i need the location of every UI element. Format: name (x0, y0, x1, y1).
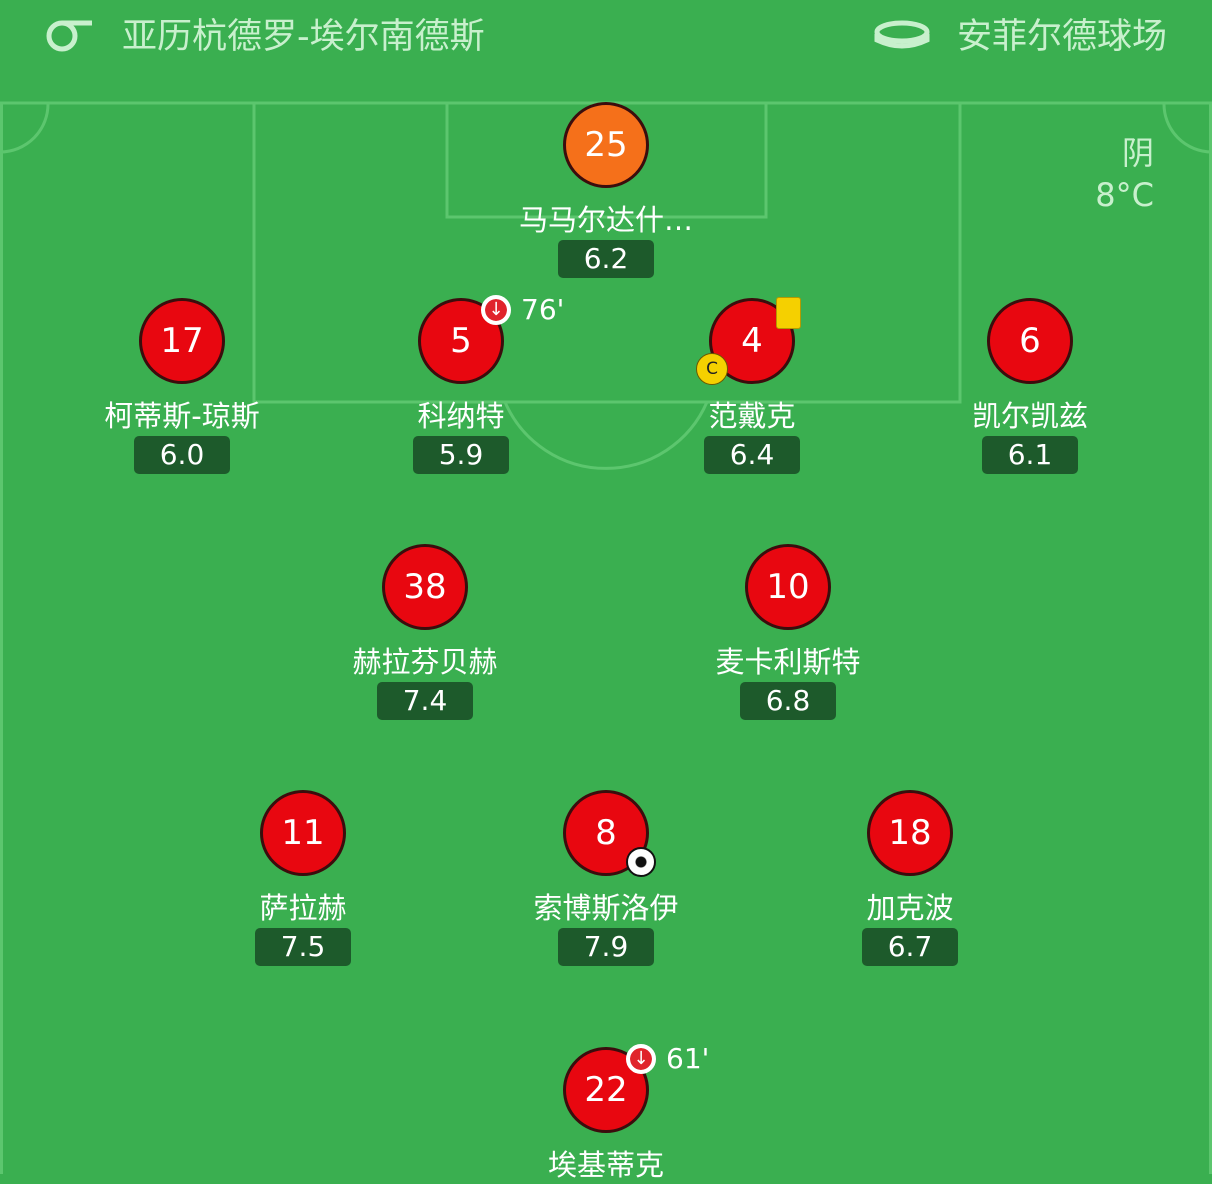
player-rating: 5.9 (413, 436, 509, 474)
player-name: 加克波 (866, 891, 954, 925)
player-name: 埃基蒂克 (547, 1148, 664, 1182)
player-name: 马马尔达什… (518, 203, 693, 237)
captain-badge: C (696, 353, 728, 385)
weather-condition: 阴 (1121, 134, 1154, 172)
player-rating: 6.0 (134, 436, 230, 474)
player-rating: 6.2 (558, 240, 654, 278)
player-number: 11 (260, 790, 346, 876)
sub-off-icon: ↓ (626, 1044, 656, 1074)
player-name: 凯尔凯兹 (971, 399, 1088, 433)
player-rating: 6.1 (982, 436, 1078, 474)
whistle-icon (46, 20, 92, 52)
yellow-card (776, 297, 801, 329)
player-rating: 6.8 (740, 682, 836, 720)
player-name: 赫拉芬贝赫 (352, 645, 498, 679)
player-number: 38 (382, 544, 468, 630)
player-name: 麦卡利斯特 (715, 645, 861, 679)
player-name: 柯蒂斯-琼斯 (104, 399, 260, 433)
sub-off-icon: ↓ (481, 295, 511, 325)
player-rating: 6.7 (862, 928, 958, 966)
stadium-icon (874, 20, 930, 49)
player-number: 6 (987, 298, 1073, 384)
goal-icon (626, 847, 656, 877)
player-number: 18 (867, 790, 953, 876)
sub-off-minute: 61' (666, 1042, 710, 1075)
player-number: 10 (745, 544, 831, 630)
player-name: 萨拉赫 (259, 891, 347, 925)
player-rating: 7.4 (377, 682, 473, 720)
stadium: 安菲尔德球场 (957, 17, 1168, 57)
player-rating: 6.4 (704, 436, 800, 474)
player-rating: 7.5 (255, 928, 351, 966)
player-name: 科纳特 (417, 399, 505, 433)
player-number: 25 (563, 102, 649, 188)
player-rating: 7.9 (558, 928, 654, 966)
sub-off-minute: 76' (521, 293, 565, 326)
referee: 亚历杭德罗-埃尔南德斯 (122, 17, 485, 57)
weather-temperature: 8°C (1095, 176, 1154, 214)
player-name: 范戴克 (708, 399, 796, 433)
player-name: 索博斯洛伊 (533, 891, 679, 925)
player-number: 17 (139, 298, 225, 384)
